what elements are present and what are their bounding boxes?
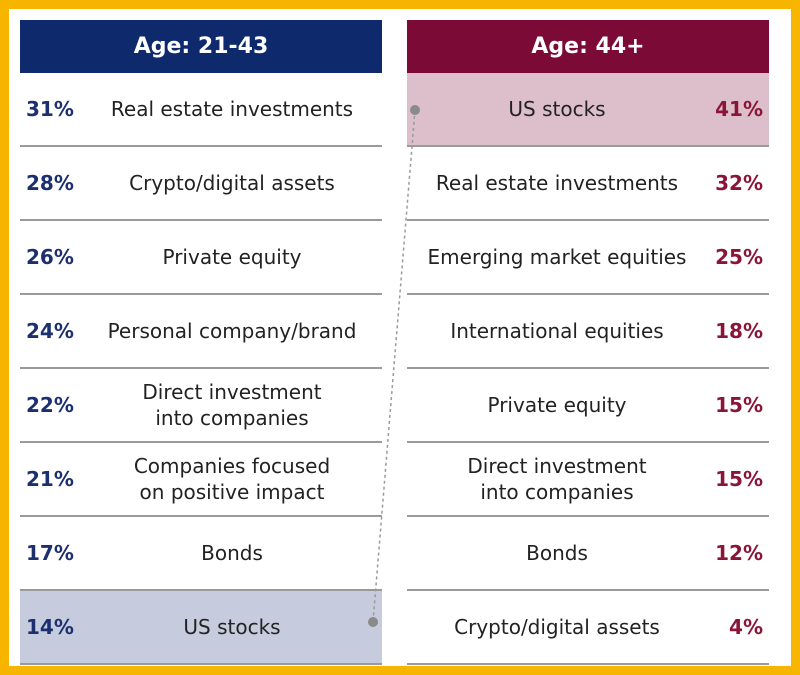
percent: 15% xyxy=(715,467,763,491)
percent: 26% xyxy=(26,245,74,269)
percent: 31% xyxy=(26,97,74,121)
label: Direct investment into companies xyxy=(407,443,707,515)
column-header: Age: 21-43 xyxy=(20,20,382,73)
percent: 4% xyxy=(729,615,763,639)
label-line: Bonds xyxy=(526,541,588,565)
label-line: on positive impact xyxy=(139,480,325,504)
percent: 12% xyxy=(715,541,763,565)
percent: 41% xyxy=(715,97,763,121)
column-header: Age: 44+ xyxy=(407,20,769,73)
percent: 17% xyxy=(26,541,74,565)
label-line: Private equity xyxy=(162,245,302,269)
label-line: Crypto/digital assets xyxy=(454,615,660,639)
label: Private equity xyxy=(82,221,382,293)
table-row: 28% Crypto/digital assets xyxy=(20,147,382,221)
label: Crypto/digital assets xyxy=(407,591,707,663)
label: Bonds xyxy=(407,517,707,589)
percent: 24% xyxy=(26,319,74,343)
percent: 14% xyxy=(26,615,74,639)
label: Personal company/brand xyxy=(82,295,382,367)
label-line: Bonds xyxy=(201,541,263,565)
label-line: into companies xyxy=(480,480,634,504)
table-row: 32% Real estate investments xyxy=(407,147,769,221)
percent: 22% xyxy=(26,393,74,417)
label-line: Crypto/digital assets xyxy=(129,171,335,195)
percent: 32% xyxy=(715,171,763,195)
table-row: 41% US stocks xyxy=(407,73,769,147)
label: US stocks xyxy=(407,73,707,145)
percent: 28% xyxy=(26,171,74,195)
table-row: 15% Private equity xyxy=(407,369,769,443)
percent: 15% xyxy=(715,393,763,417)
label: Real estate investments xyxy=(407,147,707,219)
label-line: Personal company/brand xyxy=(107,319,357,343)
percent: 21% xyxy=(26,467,74,491)
label: International equities xyxy=(407,295,707,367)
label: Real estate investments xyxy=(82,73,382,145)
label-line: into companies xyxy=(155,406,309,430)
table-row: 21% Companies focused on positive impact xyxy=(20,443,382,517)
table-row: 22% Direct investment into companies xyxy=(20,369,382,443)
table-row: 24% Personal company/brand xyxy=(20,295,382,369)
label-line: International equities xyxy=(450,319,664,343)
label-line: US stocks xyxy=(508,97,606,121)
label-line: Companies focused xyxy=(133,454,331,478)
label-line: Direct investment xyxy=(142,380,322,404)
table-row: 17% Bonds xyxy=(20,517,382,591)
table-row: 15% Direct investment into companies xyxy=(407,443,769,517)
label-line: Real estate investments xyxy=(435,171,679,195)
label: Direct investment into companies xyxy=(82,369,382,441)
label-line: Private equity xyxy=(487,393,627,417)
left-column: Age: 21-43 31% Real estate investments 28%… xyxy=(20,20,382,665)
table-row: 14% US stocks xyxy=(20,591,382,665)
label-line: Emerging market equities xyxy=(427,245,687,269)
table-row: 31% Real estate investments xyxy=(20,73,382,147)
table-row: 12% Bonds xyxy=(407,517,769,591)
label: Companies focused on positive impact xyxy=(82,443,382,515)
label-line: US stocks xyxy=(183,615,281,639)
label: Crypto/digital assets xyxy=(82,147,382,219)
right-column: Age: 44+ 41% US stocks 32% Real estate inve… xyxy=(407,20,769,665)
label-line: Real estate investments xyxy=(110,97,354,121)
percent: 18% xyxy=(715,319,763,343)
label: Private equity xyxy=(407,369,707,441)
percent: 25% xyxy=(715,245,763,269)
label: Bonds xyxy=(82,517,382,589)
label: US stocks xyxy=(82,591,382,663)
label-line: Direct investment xyxy=(467,454,647,478)
label: Emerging market equities xyxy=(407,221,707,293)
table-row: 18% International equities xyxy=(407,295,769,369)
table-row: 4% Crypto/digital assets xyxy=(407,591,769,665)
table-row: 26% Private equity xyxy=(20,221,382,295)
table-row: 25% Emerging market equities xyxy=(407,221,769,295)
